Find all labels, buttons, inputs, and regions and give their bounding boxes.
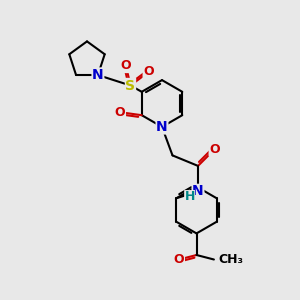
Text: O: O <box>143 65 154 79</box>
Text: O: O <box>209 143 220 156</box>
Text: S: S <box>125 79 136 92</box>
Text: CH₃: CH₃ <box>218 253 243 266</box>
Text: N: N <box>156 120 168 134</box>
Text: N: N <box>92 68 104 82</box>
Text: O: O <box>121 59 131 73</box>
Text: N: N <box>192 184 204 198</box>
Text: O: O <box>174 253 184 266</box>
Text: O: O <box>115 106 125 119</box>
Text: H: H <box>184 190 195 203</box>
